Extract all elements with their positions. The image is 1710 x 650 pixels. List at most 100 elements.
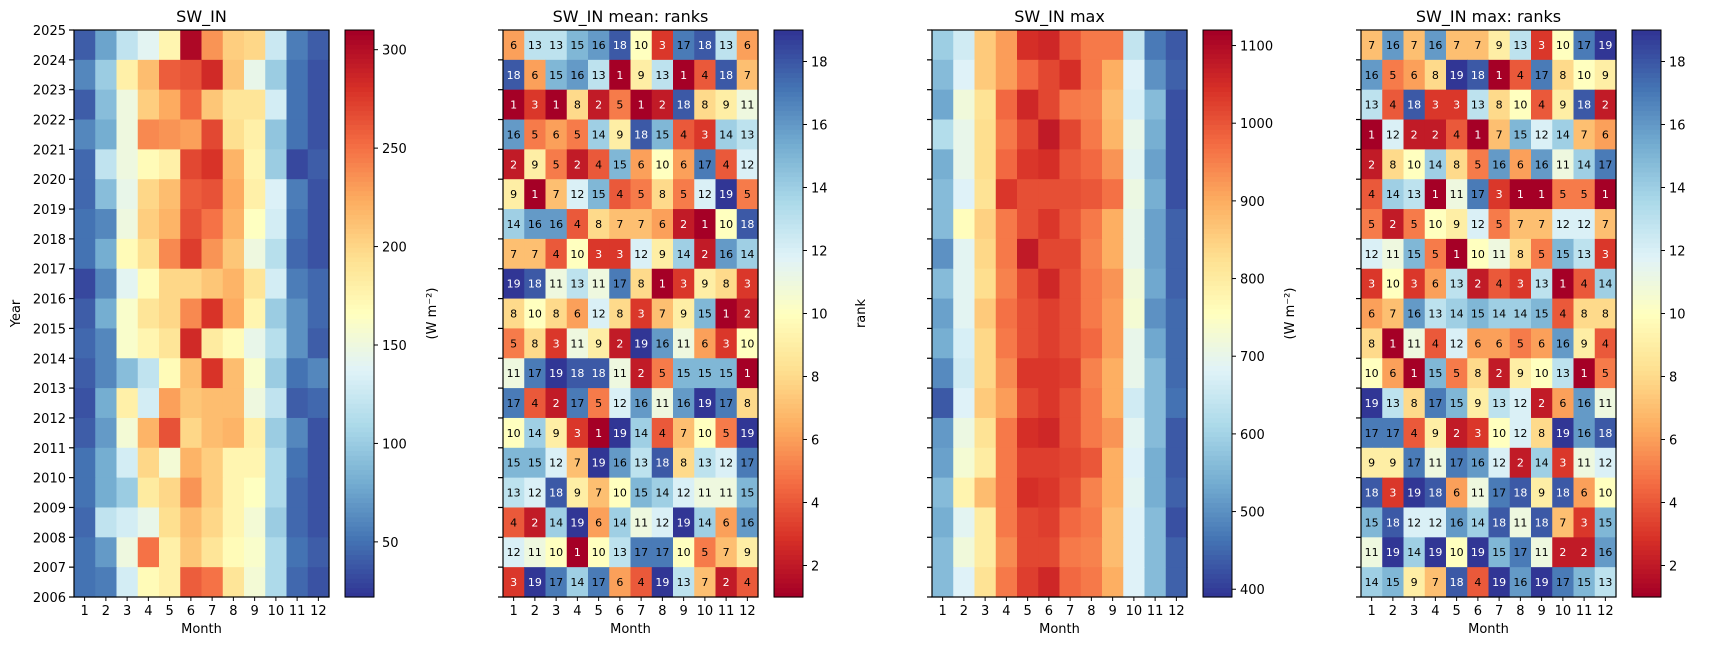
rank-label: 5	[1496, 218, 1503, 231]
rank-label: 13	[677, 576, 691, 589]
heatmap-cell	[1446, 447, 1468, 479]
x-tick-label: 11	[718, 604, 735, 619]
rank-label: 10	[1598, 487, 1612, 500]
colorbar-segment	[345, 436, 374, 442]
heatmap-cell	[524, 328, 547, 359]
heatmap-cell	[995, 238, 1018, 270]
heatmap-cell	[974, 209, 997, 240]
colorbar-segment	[774, 63, 803, 69]
colorbar-frame	[344, 29, 375, 598]
rank-label: 7	[701, 576, 708, 589]
heatmap-cell	[545, 328, 568, 359]
heatmap-cell	[1509, 358, 1532, 389]
colorbar-segment	[1203, 478, 1232, 485]
heatmap-cell	[137, 388, 160, 419]
heatmap-cell	[95, 298, 118, 330]
colorbar-segment	[1632, 91, 1661, 97]
colorbar-segment	[1203, 304, 1232, 310]
heatmap-cell	[307, 268, 330, 300]
heatmap-cell	[222, 537, 245, 568]
heatmap-cell	[651, 149, 674, 180]
rank-label: 9	[1453, 218, 1460, 231]
colorbar-segment	[774, 389, 803, 395]
heatmap-cell	[1080, 268, 1103, 300]
colorbar-segment	[1632, 474, 1661, 480]
heatmap-cell	[180, 417, 203, 449]
heatmap-cell	[1080, 89, 1103, 121]
colorbar-segment	[1203, 30, 1232, 36]
colorbar-segment	[1203, 322, 1232, 329]
colorbar-tick-label: 8	[1669, 371, 1677, 386]
colorbar-segment	[774, 67, 803, 74]
colorbar-segment	[1203, 403, 1232, 409]
heatmap-cell	[1059, 417, 1082, 449]
heatmap-cell	[974, 388, 997, 419]
heatmap-cell	[95, 358, 118, 389]
heatmap-cell	[201, 388, 224, 419]
heatmap-cell	[651, 30, 674, 61]
heatmap-cell	[524, 567, 547, 598]
colorbar-segment	[1632, 322, 1661, 329]
heatmap-cell	[1102, 298, 1124, 330]
heatmap-cell	[222, 507, 245, 538]
colorbar-segment	[1632, 374, 1661, 381]
heatmap-cell	[1467, 537, 1490, 568]
colorbar-segment	[1632, 176, 1661, 182]
rank-label: 5	[531, 128, 538, 141]
colorbar-segment	[774, 39, 803, 45]
colorbar-segment	[345, 242, 374, 248]
rank-label: 14	[698, 516, 712, 529]
heatmap-cell	[503, 30, 525, 61]
colorbar-segment	[1632, 228, 1661, 234]
colorbar-segment	[1632, 379, 1661, 385]
heatmap-cell	[1467, 209, 1490, 240]
x-tick-label: 1	[938, 604, 946, 619]
heatmap-cell	[694, 89, 717, 121]
colorbar-segment	[345, 393, 374, 400]
heatmap-cell	[1382, 238, 1405, 270]
colorbar-segment	[345, 483, 374, 489]
heatmap-cell	[1531, 537, 1553, 568]
colorbar-segment	[1632, 294, 1661, 300]
colorbar-segment	[774, 313, 803, 319]
rank-label: 2	[510, 158, 517, 171]
rank-label: 12	[570, 188, 584, 201]
heatmap-cell	[651, 358, 674, 389]
colorbar-segment	[1632, 455, 1661, 461]
heatmap-cell	[1144, 447, 1167, 479]
colorbar-segment	[345, 568, 374, 574]
colorbar-segment	[1632, 587, 1661, 593]
heatmap-cell	[995, 119, 1018, 150]
heatmap-cell	[1080, 30, 1103, 61]
heatmap-cell	[630, 30, 653, 61]
heatmap-cell	[222, 388, 245, 419]
heatmap-cell	[1446, 238, 1468, 270]
heatmap-cell	[1552, 268, 1575, 300]
y-tick-label: 2025	[33, 24, 66, 39]
rank-label: 12	[698, 188, 712, 201]
colorbar-segment	[345, 592, 374, 598]
rank-label: 1	[659, 278, 666, 291]
heatmap-cell	[630, 89, 653, 121]
rank-label: 9	[638, 69, 645, 82]
rank-label: 18	[1492, 516, 1506, 529]
rank-label: 17	[1365, 427, 1379, 440]
y-axis-label: Year	[9, 299, 24, 328]
rank-label: 3	[574, 427, 581, 440]
colorbar-segment	[345, 261, 374, 267]
heatmap-cell	[736, 149, 759, 180]
rank-label: 10	[740, 337, 754, 350]
colorbar-segment	[1632, 540, 1661, 546]
colorbar-segment	[345, 304, 374, 310]
panel-title: SW_IN mean: ranks	[553, 7, 709, 27]
colorbar-segment	[1632, 360, 1661, 367]
colorbar-segment	[774, 422, 803, 428]
rank-label: 18	[549, 487, 563, 500]
heatmap-cell	[180, 30, 203, 61]
rank-label: 18	[570, 367, 584, 380]
heatmap-cell	[1165, 149, 1188, 180]
colorbar-segment	[1632, 554, 1661, 560]
heatmap-cell	[995, 447, 1018, 479]
colorbar-segment	[774, 299, 803, 305]
heatmap-cell	[1059, 537, 1082, 568]
